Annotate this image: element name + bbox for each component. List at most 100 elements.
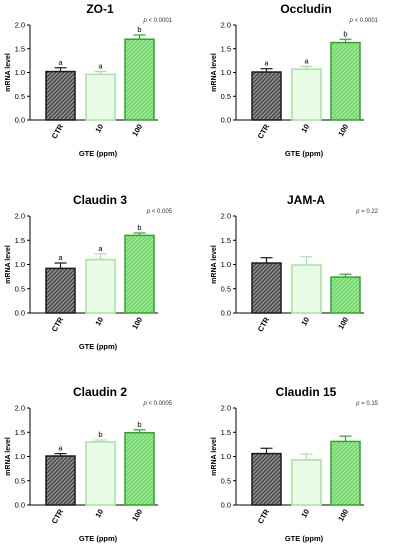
y-tick-label: 1.5 — [15, 428, 25, 437]
x-axis-label: GTE (ppm) — [79, 342, 118, 351]
y-tick-label: 0.0 — [221, 116, 231, 125]
y-tick-label: 0.5 — [221, 92, 231, 101]
y-tick-label: 1.0 — [221, 68, 231, 77]
y-tick-label: 1.5 — [15, 44, 25, 53]
bar-100 — [124, 234, 155, 314]
y-tick-label: 1.5 — [221, 44, 231, 53]
bar-ctr — [45, 455, 76, 506]
significance-letter: b — [98, 430, 102, 439]
x-tick-label: 10 — [93, 316, 105, 328]
x-axis-label: GTE (ppm) — [285, 149, 324, 158]
y-tick-label: 1.5 — [15, 236, 25, 245]
y-tick-label: 2.0 — [221, 212, 231, 221]
y-axis-label: mRNA level — [5, 245, 12, 284]
chart-title: Claudin 3 — [73, 193, 127, 207]
y-tick-label: 0.5 — [221, 284, 231, 293]
chart-panel-2: Claudin 3 p < 0.005 0.0 0.5 1.0 1.5 2.0 mRNA le… — [5, 193, 173, 351]
p-value: = 0.15 — [359, 401, 378, 407]
p-symbol: p — [355, 401, 360, 407]
x-axis-label: GTE (ppm) — [285, 534, 324, 543]
chart-panel-1: Occludin p < 0.0001 0.0 0.5 1.0 1.5 2.0 mRNA le… — [211, 2, 379, 158]
chart-panel-5: Claudin 15 p = 0.15 0.0 0.5 1.0 1.5 2.0 mRNA le… — [211, 385, 379, 543]
chart-title: Claudin 2 — [73, 385, 127, 399]
x-tick-label: CTR — [50, 507, 66, 525]
significance-letter: b — [137, 223, 141, 232]
y-tick-label: 0.5 — [15, 284, 25, 293]
bar-ctr — [251, 452, 282, 506]
y-tick-label: 2.0 — [221, 404, 231, 413]
y-tick-label: 0.0 — [221, 501, 231, 510]
bar-10 — [85, 73, 116, 121]
p-value: = 0.22 — [359, 209, 378, 215]
x-tick-label: CTR — [256, 122, 272, 140]
bar-10 — [85, 258, 116, 314]
x-tick-label: CTR — [256, 315, 272, 333]
y-axis-label: mRNA level — [5, 53, 12, 92]
y-tick-label: 1.0 — [15, 452, 25, 461]
y-tick-label: 0.0 — [15, 116, 25, 125]
p-value: < 0.0001 — [353, 18, 379, 24]
bar-10 — [291, 68, 322, 121]
bar-100 — [330, 440, 361, 506]
bar-100 — [124, 431, 155, 506]
x-tick-label: CTR — [50, 122, 66, 140]
x-tick-label: 10 — [93, 123, 105, 135]
p-value-label: p < 0.0005 — [142, 401, 172, 407]
significance-letter: a — [58, 253, 63, 262]
bar-10 — [85, 441, 116, 506]
x-axis-label: GTE (ppm) — [79, 149, 118, 158]
x-tick-label: 100 — [130, 508, 144, 523]
bar-10 — [291, 264, 322, 314]
y-axis-label: mRNA level — [211, 245, 218, 284]
significance-letter: a — [264, 59, 269, 68]
bar-100 — [124, 38, 155, 121]
bar-10 — [291, 459, 322, 506]
x-tick-label: CTR — [50, 315, 66, 333]
significance-letter: a — [58, 58, 63, 67]
bar-ctr — [251, 262, 282, 314]
y-tick-label: 2.0 — [15, 21, 25, 30]
p-symbol: p — [146, 209, 151, 215]
y-tick-label: 0.0 — [15, 309, 25, 318]
chart-title: JAM-A — [287, 193, 325, 207]
x-tick-label: 100 — [336, 508, 350, 523]
y-tick-label: 0.5 — [221, 476, 231, 485]
p-value-label: p < 0.005 — [146, 209, 173, 215]
bar-ctr — [251, 71, 282, 121]
p-value-label: p < 0.0001 — [142, 18, 172, 24]
x-tick-label: 100 — [130, 123, 144, 138]
y-tick-label: 2.0 — [15, 404, 25, 413]
bar-ctr — [45, 267, 76, 314]
bar-100 — [330, 41, 361, 121]
p-symbol: p — [348, 18, 353, 24]
x-tick-label: 10 — [299, 508, 311, 520]
p-symbol: p — [142, 401, 147, 407]
p-value-label: p = 0.15 — [355, 401, 379, 407]
y-tick-label: 2.0 — [15, 212, 25, 221]
y-tick-label: 0.0 — [15, 501, 25, 510]
y-tick-label: 0.5 — [15, 92, 25, 101]
significance-letter: a — [98, 62, 103, 71]
chart-panel-3: JAM-A p = 0.22 0.0 0.5 1.0 1.5 2.0 mRNA level CT… — [211, 193, 379, 333]
x-tick-label: 10 — [299, 316, 311, 328]
p-value: < 0.005 — [150, 209, 173, 215]
y-tick-label: 2.0 — [221, 21, 231, 30]
p-symbol: p — [142, 18, 147, 24]
p-value: < 0.0005 — [147, 401, 173, 407]
y-tick-label: 1.0 — [221, 452, 231, 461]
y-axis-label: mRNA level — [5, 437, 12, 476]
bar-ctr — [45, 70, 76, 121]
x-tick-label: CTR — [256, 507, 272, 525]
y-tick-label: 1.5 — [221, 428, 231, 437]
y-tick-label: 1.0 — [15, 260, 25, 269]
y-axis-label: mRNA level — [211, 53, 218, 92]
y-axis-label: mRNA level — [211, 437, 218, 476]
x-tick-label: 100 — [336, 316, 350, 331]
chart-panel-4: Claudin 2 p < 0.0005 0.0 0.5 1.0 1.5 2.0 mRNA l… — [5, 385, 173, 543]
x-tick-label: 100 — [336, 123, 350, 138]
significance-letter: a — [98, 244, 103, 253]
p-symbol: p — [355, 209, 360, 215]
x-tick-label: 100 — [130, 316, 144, 331]
chart-title: Claudin 15 — [276, 385, 337, 399]
